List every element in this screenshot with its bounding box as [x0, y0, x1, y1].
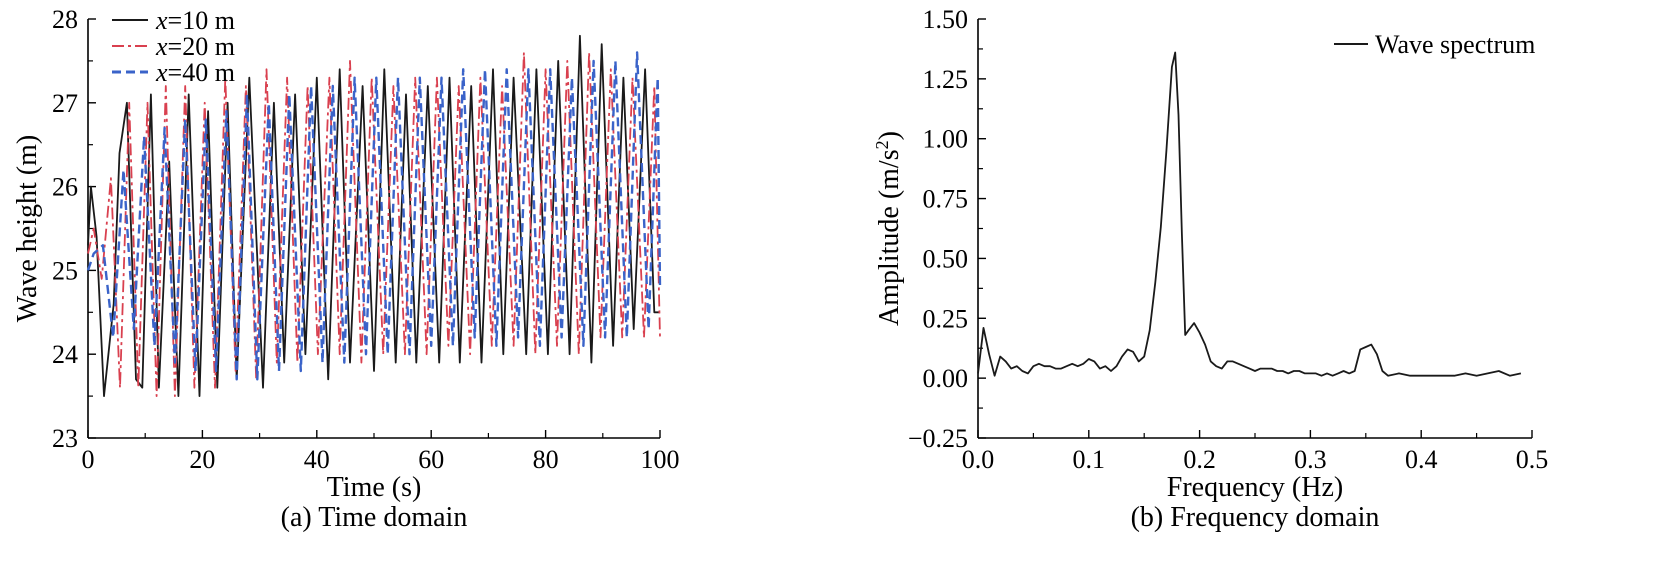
legend-label-2: x=20 m [155, 32, 235, 61]
panel-caption: (b) Frequency domain [1131, 502, 1380, 533]
y-tick-label: 28 [52, 5, 78, 34]
y-tick-label: 24 [52, 340, 78, 369]
y-axis-title: Amplitude (m/s2) [872, 131, 905, 326]
y-tick-label: 0.25 [923, 304, 969, 333]
frequency-domain-chart: 0.0 0.1 0.2 0.3 0.4 0.5 −0.25 0.00 0.25 0.50 0.75 1… [872, 5, 1548, 533]
x-tick-label: 0.0 [962, 445, 995, 474]
series-line-1 [977, 51, 1522, 377]
y-tick-label: −0.25 [908, 424, 968, 453]
legend-var: x [155, 6, 168, 35]
y-tick-label: 27 [52, 89, 78, 118]
legend-rest: =40 m [168, 58, 235, 87]
x-tick-label: 0.2 [1183, 445, 1216, 474]
y-tick-label: 25 [52, 256, 78, 285]
y-tick-label: 1.50 [923, 5, 969, 34]
x-tick-label: 80 [533, 445, 559, 474]
y-axis-title-main: Amplitude (m/s [874, 149, 905, 326]
legend-var: x [155, 32, 168, 61]
x-tick-label: 0.1 [1073, 445, 1106, 474]
y-tick-label: 26 [52, 173, 78, 202]
x-tick-label: 0.4 [1405, 445, 1438, 474]
y-tick-label: 0.00 [923, 364, 969, 393]
legend-rest: =20 m [168, 32, 235, 61]
x-tick-label: 100 [641, 445, 680, 474]
y-axis-title: Wave height (m) [12, 135, 43, 322]
series-line-3 [86, 51, 662, 381]
legend-label-3: x=40 m [155, 58, 235, 87]
series-line-2 [87, 51, 661, 397]
y-axis-title-end: ) [874, 131, 905, 140]
y-tick-label: 23 [52, 424, 78, 453]
panel-caption: (a) Time domain [281, 502, 468, 533]
y-tick-label: 0.75 [923, 185, 969, 214]
time-domain-chart: 0 20 40 60 80 100 23 24 25 26 27 28 Time (s)(a) Time… [12, 5, 680, 533]
x-tick-label: 0 [82, 445, 95, 474]
x-tick-label: 0.5 [1516, 445, 1549, 474]
x-axis-title: Frequency (Hz) [1167, 472, 1343, 503]
y-tick-label: 1.00 [923, 125, 969, 154]
y-tick-label: 1.25 [923, 65, 969, 94]
x-axis-title: Time (s) [327, 472, 422, 503]
x-tick-label: 60 [418, 445, 444, 474]
legend-var: x [155, 58, 168, 87]
legend-label-1: x=10 m [155, 6, 235, 35]
legend-label-1: Wave spectrum [1375, 30, 1535, 59]
x-tick-label: 40 [304, 445, 330, 474]
y-tick-label: 0.50 [923, 244, 969, 273]
x-tick-label: 0.3 [1294, 445, 1327, 474]
y-axis-title-sup: 2 [872, 140, 892, 149]
x-tick-label: 20 [189, 445, 215, 474]
legend-rest: =10 m [168, 6, 235, 35]
